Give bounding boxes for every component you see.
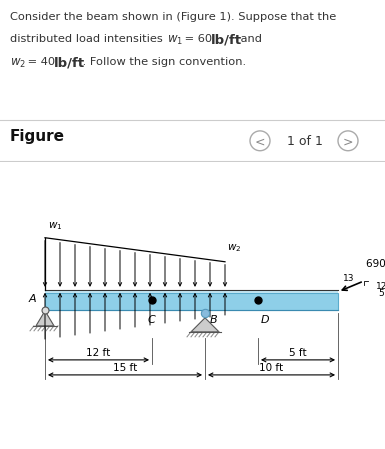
Text: . Follow the sign convention.: . Follow the sign convention. xyxy=(79,57,246,67)
Text: 12: 12 xyxy=(376,282,385,291)
Text: >: > xyxy=(343,135,353,148)
Bar xyxy=(45,293,338,310)
Circle shape xyxy=(338,131,358,151)
Text: 690 lb: 690 lb xyxy=(366,259,385,269)
Polygon shape xyxy=(191,318,219,332)
Text: A: A xyxy=(29,294,37,304)
Text: 15 ft: 15 ft xyxy=(113,363,137,373)
Text: D: D xyxy=(261,315,270,325)
Text: Figure: Figure xyxy=(10,129,65,144)
Text: 13: 13 xyxy=(343,274,355,283)
Text: 5: 5 xyxy=(378,289,383,298)
Text: <: < xyxy=(255,135,265,148)
Text: 12 ft: 12 ft xyxy=(86,348,110,358)
Text: $w_1$: $w_1$ xyxy=(167,34,183,47)
Bar xyxy=(45,290,338,295)
Polygon shape xyxy=(36,311,54,326)
Text: = 60: = 60 xyxy=(181,34,219,44)
Text: B: B xyxy=(210,315,218,325)
Text: Consider the beam shown in (Figure 1). Suppose that the: Consider the beam shown in (Figure 1). S… xyxy=(10,12,336,22)
Text: lb/ft: lb/ft xyxy=(54,57,85,70)
Text: $w_1$: $w_1$ xyxy=(48,220,62,232)
Text: 10 ft: 10 ft xyxy=(259,363,284,373)
Text: 5 ft: 5 ft xyxy=(289,348,307,358)
Text: and: and xyxy=(237,34,262,44)
Text: $w_2$: $w_2$ xyxy=(227,242,241,254)
Text: lb/ft: lb/ft xyxy=(211,34,242,47)
Text: 1 of 1: 1 of 1 xyxy=(287,135,323,148)
Circle shape xyxy=(250,131,270,151)
Text: = 40: = 40 xyxy=(24,57,62,67)
Text: distributed load intensities: distributed load intensities xyxy=(10,34,166,44)
Text: $w_2$: $w_2$ xyxy=(10,57,26,70)
Text: C: C xyxy=(147,315,155,325)
